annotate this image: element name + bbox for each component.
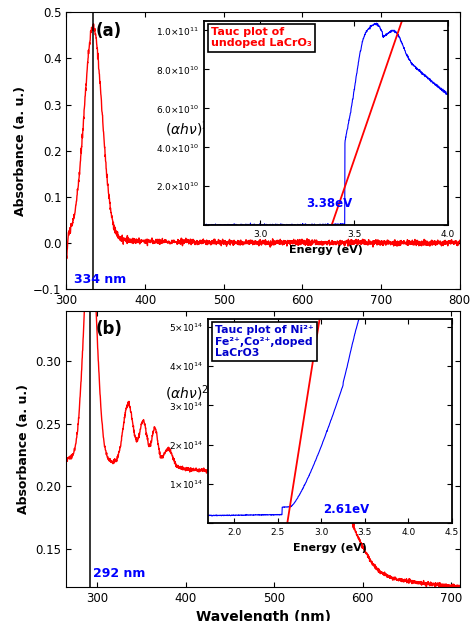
Text: 334 nm: 334 nm [74, 273, 127, 286]
Text: 292 nm: 292 nm [93, 567, 145, 580]
Y-axis label: Absorbance (a. u.): Absorbance (a. u.) [17, 384, 30, 514]
Text: (b): (b) [96, 320, 123, 338]
Text: $(\alpha h\nu)^2$: $(\alpha h\nu)^2$ [164, 384, 209, 404]
Text: (a): (a) [96, 22, 122, 40]
Y-axis label: Absorbance (a. u.): Absorbance (a. u.) [14, 86, 27, 215]
Text: $(\alpha h\nu)^2$: $(\alpha h\nu)^2$ [164, 119, 209, 138]
X-axis label: Wavelength (nm): Wavelength (nm) [196, 312, 330, 326]
X-axis label: Wavelength (nm): Wavelength (nm) [196, 610, 330, 621]
